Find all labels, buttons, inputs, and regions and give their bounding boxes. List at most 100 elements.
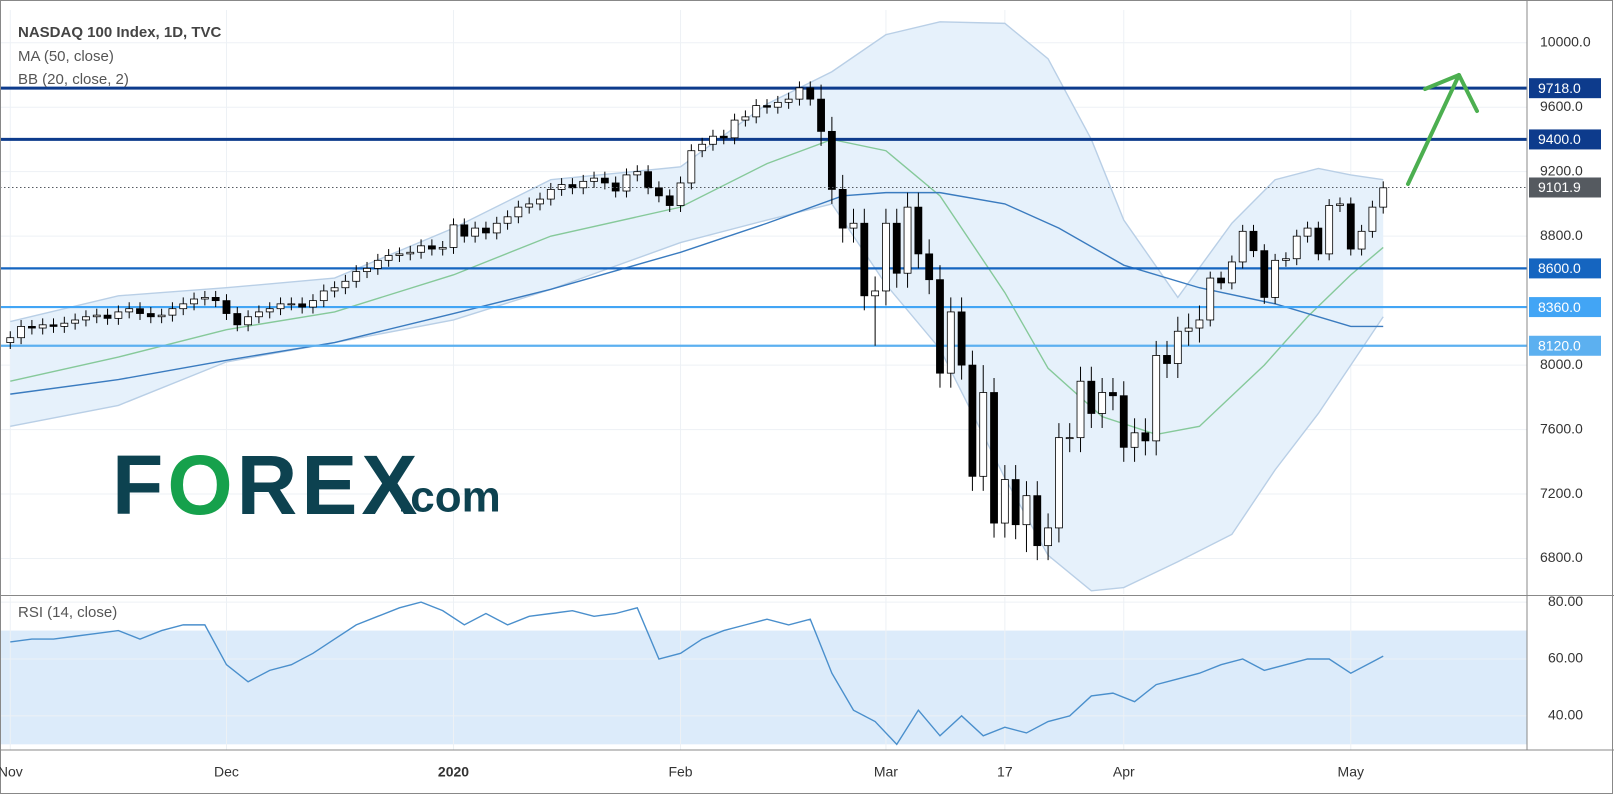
candle-body — [157, 314, 166, 318]
candle-body — [1033, 495, 1042, 547]
candle-body — [1109, 392, 1117, 397]
candle-body — [665, 195, 674, 206]
arrow-head — [1423, 73, 1479, 113]
candle-body — [914, 206, 923, 255]
candle-body — [276, 303, 285, 310]
level-label: 9400.0 — [1538, 131, 1581, 147]
candle-body — [1119, 395, 1128, 448]
rsi-title: RSI (14, close) — [18, 604, 117, 621]
candle-body — [352, 271, 361, 282]
candle-body — [492, 222, 501, 234]
rsi-pane — [0, 597, 1527, 750]
candle-body — [1325, 205, 1334, 255]
level-label-box — [1529, 129, 1601, 150]
candle-body — [806, 87, 815, 100]
candle-body — [255, 311, 263, 318]
candle-body — [363, 267, 371, 273]
candle-body — [71, 319, 80, 324]
candle-body — [1195, 319, 1204, 329]
candle-body — [1152, 355, 1161, 442]
logo-text: FOREX — [112, 438, 421, 532]
y-tick-label: 7600.0 — [1540, 420, 1583, 436]
candle-body — [330, 287, 339, 292]
candle-body — [752, 105, 761, 118]
candle-body — [341, 280, 350, 289]
logo-suffix: .com — [398, 473, 501, 522]
candle-body — [1011, 479, 1020, 526]
candle-body — [1357, 230, 1366, 250]
candle-body — [1303, 227, 1312, 237]
candle-body — [265, 308, 274, 313]
candle-body — [1098, 392, 1107, 414]
indicator-line — [10, 138, 1384, 436]
x-tick-label: Feb — [668, 764, 692, 780]
candle-body — [298, 303, 307, 308]
candle-body — [1076, 380, 1085, 439]
candle-body — [590, 177, 598, 182]
candle-body — [860, 222, 869, 297]
candle-body — [1141, 432, 1150, 442]
candle-body — [1292, 235, 1301, 260]
candle-body — [233, 313, 242, 326]
candle-body — [741, 116, 750, 121]
candle-body — [427, 245, 436, 250]
candle-body — [200, 297, 209, 300]
candle-body — [1087, 380, 1096, 414]
candle-body — [633, 171, 642, 176]
candle-body — [644, 171, 652, 189]
candle-body — [730, 119, 739, 139]
candle-body — [990, 392, 998, 524]
candle-body — [1173, 330, 1182, 364]
last-price-label: 9101.9 — [1538, 179, 1581, 195]
y-tick-label: 9600.0 — [1540, 98, 1583, 114]
candle-body — [968, 364, 977, 477]
y-tick-label: 80.00 — [1548, 593, 1583, 609]
candle-body — [179, 303, 188, 310]
candle-body — [827, 130, 836, 190]
candle-body — [1022, 495, 1031, 526]
candle-body — [579, 180, 588, 189]
candle-body — [849, 222, 858, 229]
candle-body — [1130, 432, 1139, 448]
candle-body — [1227, 261, 1236, 284]
candle-body — [936, 279, 944, 374]
candle-body — [719, 135, 728, 139]
y-tick-label: 6800.0 — [1540, 549, 1583, 565]
candle-body — [17, 326, 25, 339]
candle-body — [687, 150, 696, 184]
candle-body — [600, 177, 609, 184]
level-label-box — [1529, 258, 1601, 279]
candle-body — [871, 290, 880, 297]
candle-body — [287, 303, 296, 306]
candle-body — [190, 298, 198, 305]
candle-body — [60, 322, 69, 327]
price-pane — [0, 10, 1527, 594]
candle-body — [546, 189, 555, 200]
candle-body — [622, 174, 631, 192]
candle-body — [27, 326, 36, 329]
candle-body — [49, 324, 58, 327]
rsi-band — [0, 630, 1527, 745]
candle-body — [763, 105, 771, 108]
logo-letter: R — [237, 438, 302, 532]
candle-body — [125, 308, 134, 313]
candle-body — [676, 182, 685, 206]
candle-body — [1184, 327, 1193, 332]
level-label: 8360.0 — [1538, 299, 1581, 315]
last-price-box — [1529, 177, 1601, 198]
y-tick-label: 10000.0 — [1540, 33, 1591, 49]
level-label-box — [1529, 78, 1601, 99]
candle-body — [373, 259, 382, 269]
chart-title: NASDAQ 100 Index, 1D, TVC — [18, 24, 222, 41]
candle-body — [979, 392, 988, 477]
candle-body — [1238, 230, 1247, 263]
candle-body — [395, 253, 404, 256]
candle-body — [38, 324, 47, 329]
level-label: 8600.0 — [1538, 260, 1581, 276]
y-tick-label: 8800.0 — [1540, 227, 1583, 243]
candle-body — [136, 308, 144, 314]
